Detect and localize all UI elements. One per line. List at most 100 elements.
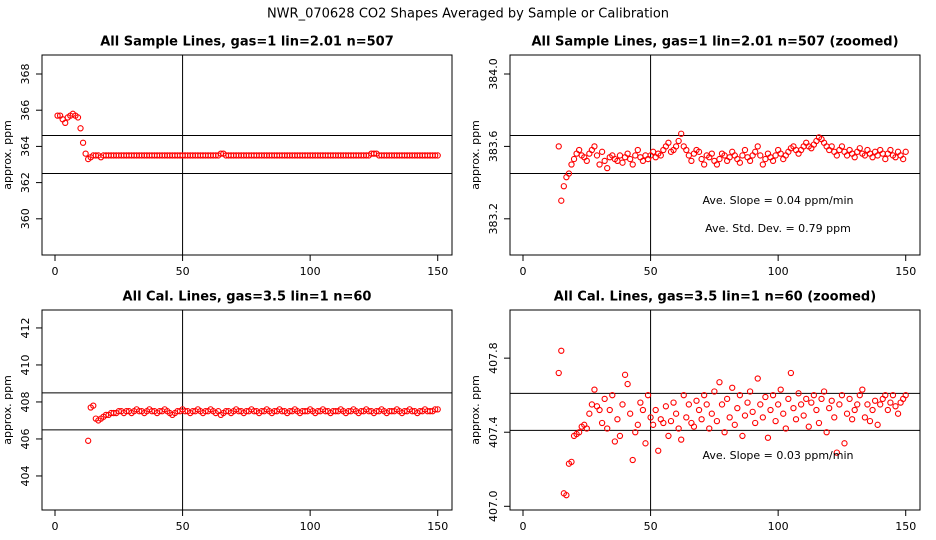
point — [675, 425, 682, 432]
point — [716, 379, 723, 386]
y-tick-label: 383.6 — [487, 131, 500, 163]
point — [713, 161, 721, 168]
point — [85, 437, 92, 444]
point — [596, 161, 603, 168]
point — [731, 421, 738, 428]
point — [902, 148, 909, 155]
point — [675, 137, 682, 145]
point — [683, 414, 690, 421]
point — [701, 392, 708, 399]
point — [604, 164, 611, 172]
point — [665, 432, 672, 440]
point — [77, 125, 84, 132]
point — [813, 406, 820, 414]
point — [833, 152, 840, 159]
point — [568, 161, 575, 168]
y-tick-label: 407.0 — [487, 491, 500, 522]
point — [828, 397, 835, 404]
point — [54, 112, 61, 119]
point — [708, 150, 715, 157]
point — [604, 425, 611, 432]
point — [744, 399, 751, 406]
point — [718, 401, 726, 408]
point — [869, 406, 876, 414]
point — [642, 440, 649, 447]
point — [887, 146, 894, 154]
point — [854, 401, 861, 408]
point — [726, 414, 733, 421]
y-tick-label: 384.0 — [487, 58, 500, 90]
point — [736, 159, 744, 166]
point — [629, 161, 636, 168]
point — [575, 429, 583, 436]
point — [570, 155, 578, 163]
annotation: Ave. Slope = 0.04 ppm/min — [703, 194, 854, 207]
point — [902, 392, 909, 399]
plot-frame — [41, 54, 453, 256]
point — [649, 421, 657, 428]
point — [624, 380, 631, 388]
x-tick-label: 150 — [895, 265, 916, 278]
point — [586, 410, 593, 417]
point — [79, 139, 87, 146]
point — [634, 421, 641, 428]
point — [734, 404, 741, 412]
point — [803, 395, 810, 403]
point — [593, 152, 601, 159]
point — [767, 406, 774, 414]
y-tick-label: 404 — [19, 465, 32, 486]
point — [721, 429, 728, 436]
point — [629, 456, 636, 464]
point — [772, 417, 779, 425]
point — [652, 406, 659, 414]
x-tick-label: 100 — [300, 520, 321, 533]
point — [759, 161, 766, 168]
point — [583, 425, 590, 432]
point — [74, 114, 82, 121]
point — [790, 404, 797, 412]
y-tick-label: 407.8 — [487, 342, 500, 374]
point — [695, 148, 703, 155]
point — [565, 170, 573, 177]
point — [846, 395, 853, 403]
point — [836, 401, 843, 408]
point — [690, 423, 698, 430]
y-tick-label: 383.2 — [487, 203, 500, 235]
point — [856, 145, 863, 152]
x-tick-label: 0 — [52, 265, 59, 278]
y-tick-label: 410 — [19, 354, 32, 375]
point — [693, 397, 700, 404]
point — [757, 152, 764, 159]
y-axis-label: approx. ppm — [1, 375, 14, 445]
point — [757, 401, 764, 408]
point — [655, 447, 662, 454]
point — [634, 146, 641, 154]
point — [823, 429, 830, 436]
point — [769, 157, 777, 165]
plot-frame — [509, 309, 921, 511]
point — [432, 406, 439, 413]
point — [434, 152, 441, 159]
point — [810, 392, 818, 399]
point — [874, 421, 881, 428]
point — [672, 410, 680, 417]
point — [892, 403, 899, 410]
point — [695, 406, 703, 414]
point — [843, 410, 851, 417]
point — [619, 159, 626, 166]
point — [866, 417, 874, 425]
point — [657, 152, 664, 159]
point — [624, 150, 631, 157]
x-tick-label: 150 — [427, 520, 448, 533]
point — [606, 406, 613, 414]
point — [741, 412, 749, 419]
annotation: Ave. Slope = 0.03 ppm/min — [703, 449, 854, 462]
point — [619, 401, 626, 408]
point — [713, 417, 721, 425]
point — [889, 392, 897, 399]
point — [621, 371, 629, 378]
point — [683, 146, 690, 154]
point — [818, 395, 825, 403]
